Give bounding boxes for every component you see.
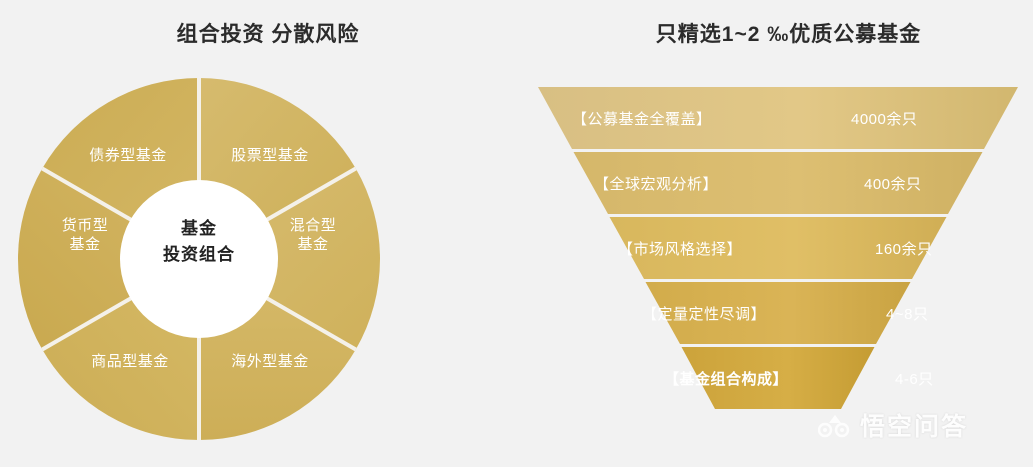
funnel-stage-2[interactable] [573,152,983,214]
funnel-stage-value-4: 4~8只 [886,306,929,323]
fund-portfolio-donut-panel: 组合投资 分散风险 [18,23,380,440]
funnel-stage-value-3: 160余只 [875,241,933,258]
funnel-stage-3[interactable] [609,217,947,279]
funnel-stage-value-2: 400余只 [864,176,922,193]
wukong-logo-icon [818,415,850,438]
funnel-stage-4[interactable] [645,282,911,344]
donut-center-label: 基金 投资组合 [120,216,278,268]
funnel-row[interactable]: 【全球宏观分析】 400余只 [538,151,1018,216]
donut-chart-svg [18,78,380,440]
funnel-row[interactable]: 【定量定性尽调】 4~8只 [538,281,1018,346]
donut-chart: 债券型基金 股票型基金 混合型 基金 海外型基金 商品型基金 货币型 基金 基金… [18,78,380,440]
funnel-stage-label-5: 【基金组合构成】 [664,371,789,388]
fund-selection-funnel-panel: 只精选1~2 ‰优质公募基金 [520,0,1033,467]
funnel-stage-5[interactable] [681,347,875,409]
donut-label-money-line2: 基金 [69,236,101,253]
donut-center-hub [120,180,278,338]
funnel-stage-label-3: 【市场风格选择】 [618,241,743,258]
funnel-row[interactable]: 【基金组合构成】 4-6只 [538,346,1018,411]
donut-label-hybrid-line2: 基金 [297,236,329,253]
donut-label-hybrid-line1: 混合型 [289,217,337,234]
donut-center-line1: 基金 [181,219,217,238]
donut-center-line2: 投资组合 [163,245,235,264]
donut-label-overseas: 海外型基金 [231,353,309,370]
donut-label-stock: 股票型基金 [231,147,309,164]
page-title-left: 组合投资 分散风险 [176,23,360,46]
funnel-stage-1[interactable] [538,87,1018,149]
page-title-right: 只精选1~2 ‰优质公募基金 [655,23,922,46]
donut-segment-money[interactable] [18,168,200,350]
funnel-chart-svg [538,87,1018,409]
funnel-row[interactable]: 【市场风格选择】 160余只 [538,216,1018,281]
donut-label-money: 货币型 基金 [42,216,128,254]
funnel-row[interactable]: 【公募基金全覆盖】 4000余只 [538,86,1018,151]
funnel-stage-label-1: 【公募基金全覆盖】 [572,111,712,128]
watermark: 悟空问答 [818,414,968,440]
funnel-stage-value-1: 4000余只 [851,111,918,128]
funnel-stage-label-2: 【全球宏观分析】 [594,176,719,193]
donut-label-hybrid: 混合型 基金 [270,216,356,254]
donut-label-bond: 债券型基金 [89,147,167,164]
donut-label-money-line1: 货币型 [61,217,109,234]
funnel-stage-label-4: 【定量定性尽调】 [642,306,767,323]
funnel-stage-value-5: 4-6只 [895,371,934,388]
donut-segment-hybrid[interactable] [199,168,380,350]
watermark-text: 悟空问答 [860,413,969,441]
donut-label-commodity: 商品型基金 [91,353,169,370]
funnel-chart: 【公募基金全覆盖】 4000余只 【全球宏观分析】 400余只 【市场风格选择】… [538,86,1018,416]
